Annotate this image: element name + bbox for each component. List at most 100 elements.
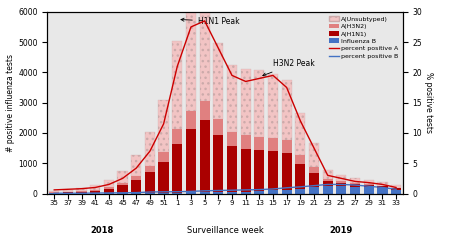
- Bar: [295, 155, 305, 164]
- percent positive B: [338, 183, 344, 186]
- Bar: [63, 192, 73, 193]
- Text: 2019: 2019: [330, 226, 353, 235]
- percent positive A: [65, 188, 71, 191]
- Bar: [227, 132, 237, 146]
- percent positive B: [161, 190, 166, 193]
- percent positive A: [106, 183, 112, 186]
- percent positive A: [51, 189, 57, 191]
- percent positive A: [325, 174, 330, 177]
- Bar: [364, 184, 374, 185]
- percent positive B: [284, 186, 290, 189]
- Bar: [200, 120, 210, 192]
- Bar: [76, 191, 87, 192]
- percent positive A: [284, 86, 290, 89]
- Bar: [200, 7, 210, 101]
- Bar: [90, 193, 100, 194]
- Bar: [104, 180, 114, 187]
- percent positive A: [338, 177, 344, 180]
- Bar: [282, 190, 292, 194]
- Bar: [104, 193, 114, 194]
- Bar: [158, 162, 169, 193]
- Bar: [268, 74, 278, 138]
- Bar: [240, 149, 251, 192]
- Bar: [118, 171, 128, 183]
- percent positive B: [134, 191, 139, 194]
- Y-axis label: # positive influenza tests: # positive influenza tests: [7, 54, 15, 152]
- Bar: [309, 173, 319, 187]
- Bar: [323, 179, 333, 181]
- Bar: [227, 192, 237, 194]
- Bar: [158, 100, 169, 152]
- percent positive B: [298, 185, 303, 188]
- Bar: [295, 113, 305, 155]
- percent positive A: [393, 186, 399, 189]
- percent positive B: [174, 190, 180, 193]
- Bar: [118, 193, 128, 194]
- percent positive B: [79, 192, 84, 195]
- percent positive A: [216, 47, 221, 50]
- percent positive A: [380, 183, 385, 186]
- Line: percent positive B: percent positive B: [54, 185, 396, 193]
- Bar: [364, 180, 374, 184]
- Bar: [186, 193, 196, 194]
- Bar: [282, 140, 292, 153]
- Bar: [145, 132, 155, 166]
- Bar: [186, 11, 196, 111]
- Bar: [350, 184, 360, 187]
- percent positive A: [298, 119, 303, 122]
- Bar: [268, 151, 278, 190]
- Bar: [131, 193, 141, 194]
- Bar: [145, 172, 155, 193]
- Bar: [336, 183, 346, 186]
- Bar: [172, 129, 182, 144]
- Bar: [377, 182, 388, 186]
- Bar: [323, 181, 333, 186]
- Bar: [364, 185, 374, 187]
- percent positive B: [216, 189, 221, 192]
- Y-axis label: % positive tests: % positive tests: [425, 72, 434, 133]
- percent positive B: [243, 189, 248, 191]
- percent positive B: [325, 183, 330, 186]
- percent positive A: [147, 150, 153, 152]
- percent positive B: [229, 189, 235, 192]
- Bar: [200, 101, 210, 120]
- Bar: [76, 192, 87, 193]
- Bar: [240, 192, 251, 194]
- Bar: [240, 135, 251, 149]
- Bar: [104, 189, 114, 193]
- percent positive A: [352, 180, 358, 183]
- Text: H1N1 Peak: H1N1 Peak: [181, 17, 239, 26]
- percent positive B: [147, 191, 153, 194]
- percent positive B: [51, 192, 57, 195]
- Bar: [323, 186, 333, 194]
- Bar: [350, 187, 360, 194]
- Bar: [158, 152, 169, 162]
- percent positive A: [134, 167, 139, 169]
- Bar: [90, 185, 100, 190]
- Bar: [213, 43, 223, 119]
- Text: H3N2 Peak: H3N2 Peak: [263, 59, 315, 76]
- Bar: [158, 193, 169, 194]
- Text: Surveillance week: Surveillance week: [187, 226, 264, 235]
- percent positive A: [92, 186, 98, 189]
- Bar: [213, 192, 223, 194]
- percent positive A: [256, 77, 262, 80]
- Bar: [295, 189, 305, 194]
- Bar: [76, 188, 87, 191]
- Bar: [172, 193, 182, 194]
- Bar: [186, 111, 196, 129]
- Bar: [104, 187, 114, 189]
- Bar: [336, 186, 346, 194]
- Bar: [254, 150, 264, 191]
- percent positive B: [393, 188, 399, 191]
- Bar: [295, 164, 305, 189]
- percent positive A: [174, 65, 180, 68]
- Bar: [213, 119, 223, 135]
- percent positive A: [161, 122, 166, 125]
- Text: 2018: 2018: [91, 226, 114, 235]
- Bar: [172, 41, 182, 129]
- percent positive B: [202, 189, 208, 192]
- percent positive A: [202, 20, 208, 22]
- Bar: [49, 191, 59, 193]
- Bar: [268, 138, 278, 151]
